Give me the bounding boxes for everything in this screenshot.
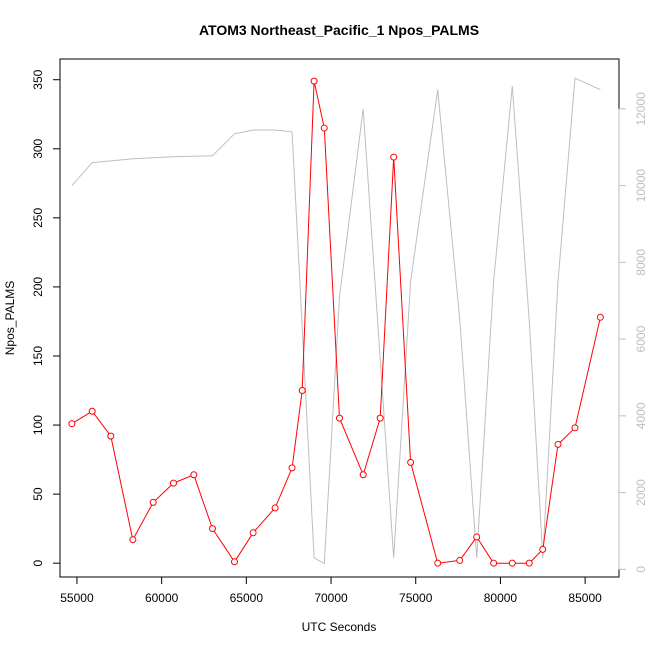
- data-point: [508, 559, 516, 567]
- y2-tick-label: 0: [634, 566, 648, 573]
- data-point: [473, 533, 481, 541]
- x-axis-label: UTC Seconds: [302, 620, 377, 634]
- x-tick-label: 65000: [230, 591, 264, 605]
- data-point: [310, 77, 318, 85]
- x-tick-label: 55000: [60, 591, 94, 605]
- data-point: [68, 420, 76, 428]
- data-point: [298, 387, 306, 395]
- y2-tick-label: 2000: [634, 479, 648, 506]
- y-tick-label: 50: [31, 487, 45, 501]
- x-tick-label: 80000: [484, 591, 518, 605]
- series-layer: [68, 77, 604, 567]
- y-tick-label: 350: [31, 69, 45, 89]
- data-point: [190, 471, 198, 479]
- data-point: [336, 414, 343, 422]
- y-axis-right: 0 2000 4000 6000 8000 10000 12000: [618, 92, 648, 573]
- series-line-right: [71, 77, 601, 565]
- x-axis: 55000 60000 65000 70000 75000 80000 85000: [60, 576, 602, 605]
- data-point: [107, 432, 115, 440]
- data-point: [554, 440, 562, 448]
- y2-tick-label: 10000: [634, 169, 648, 203]
- data-point: [571, 424, 579, 432]
- y2-tick-label: 12000: [634, 92, 648, 126]
- x-tick-label: 70000: [314, 591, 348, 605]
- data-point: [539, 545, 547, 553]
- y-tick-label: 0: [31, 560, 45, 567]
- data-point: [208, 525, 216, 533]
- data-point: [230, 558, 238, 566]
- data-point: [456, 556, 464, 564]
- y-axis-label: Npos_PALMS: [3, 281, 17, 355]
- y-tick-label: 150: [31, 346, 45, 366]
- data-point: [320, 124, 328, 132]
- data-point: [271, 504, 279, 512]
- data-point: [359, 471, 367, 479]
- data-point: [407, 458, 415, 466]
- data-point: [129, 536, 137, 544]
- chart-title: ATOM3 Northeast_Pacific_1 Npos_PALMS: [199, 22, 479, 38]
- y2-tick-label: 8000: [634, 249, 648, 276]
- y-tick-label: 300: [31, 138, 45, 158]
- data-point: [169, 479, 177, 487]
- y-tick-label: 250: [31, 208, 45, 228]
- data-point: [149, 498, 157, 506]
- data-point: [525, 559, 533, 567]
- data-point: [249, 529, 257, 537]
- data-point: [390, 153, 398, 161]
- data-point: [434, 559, 442, 567]
- y-tick-label: 200: [31, 277, 45, 297]
- x-tick-label: 75000: [399, 591, 433, 605]
- data-point: [88, 407, 96, 415]
- x-tick-label: 60000: [145, 591, 179, 605]
- series-line-left: [71, 80, 601, 564]
- data-point: [490, 559, 498, 567]
- y-tick-label: 100: [31, 415, 45, 435]
- y2-tick-label: 4000: [634, 402, 648, 429]
- y2-tick-label: 6000: [634, 325, 648, 352]
- data-point: [596, 313, 604, 321]
- plot-frame: [59, 58, 620, 578]
- data-point: [376, 414, 384, 422]
- data-point: [288, 464, 296, 472]
- y-axis-left: 0 50 100 150 200 250 300 350: [31, 69, 61, 567]
- x-tick-label: 85000: [568, 591, 602, 605]
